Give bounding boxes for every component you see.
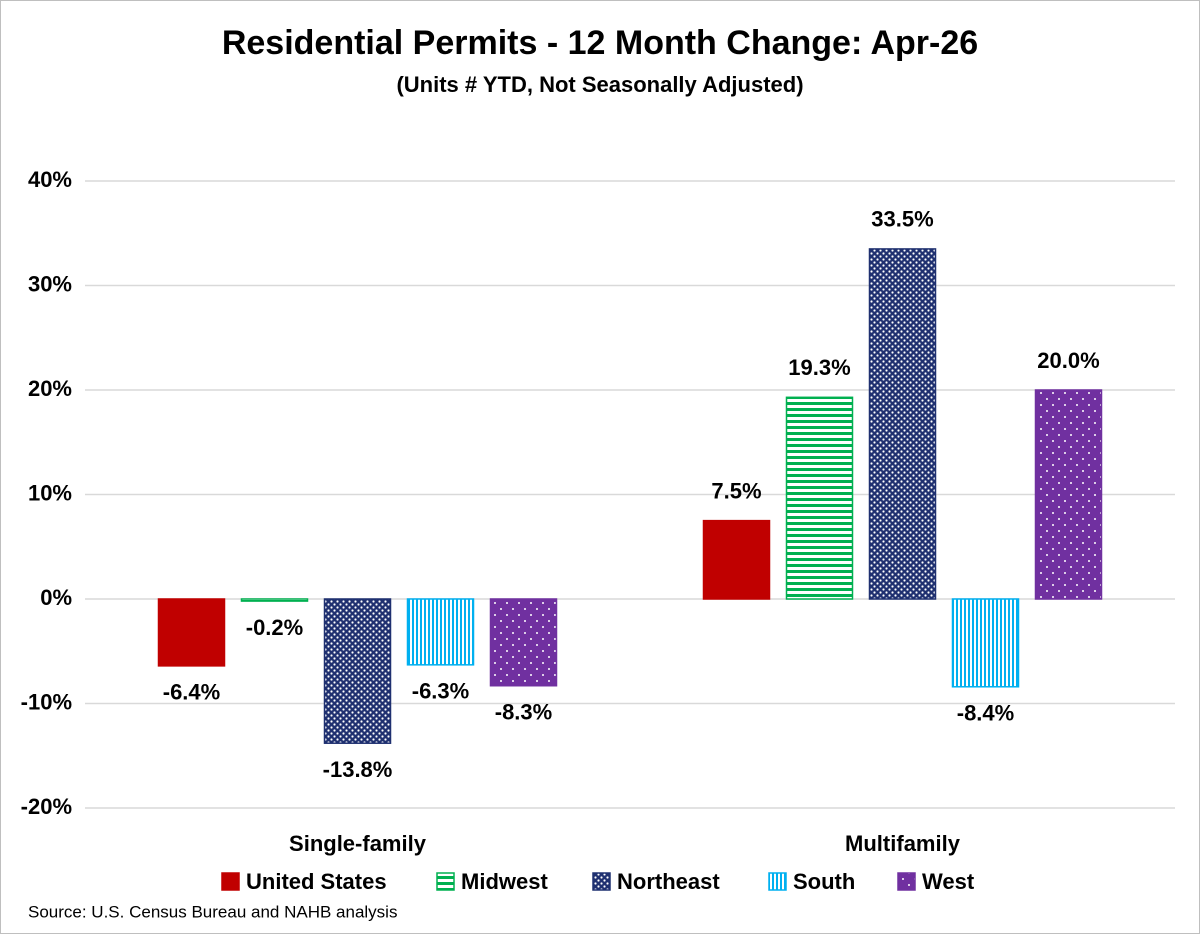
legend-swatch [897,872,916,891]
bar [785,396,854,600]
y-tick-label: -20% [21,794,72,819]
bar [406,598,475,666]
legend-label: United States [246,869,387,894]
bar [489,598,558,687]
legend-swatch [221,872,240,891]
data-label: 7.5% [711,478,761,503]
legend-swatch [436,872,455,891]
y-tick-label: 30% [28,271,72,296]
data-label: -6.4% [163,680,220,705]
legend-label: Midwest [461,869,548,894]
data-label: -8.3% [495,700,552,725]
legend-label: South [793,869,855,894]
y-tick-label: 0% [40,585,72,610]
bar [157,598,226,667]
source-note: Source: U.S. Census Bureau and NAHB anal… [28,902,397,921]
bar [1034,389,1103,600]
legend-label: Northeast [617,869,720,894]
y-tick-label: 10% [28,480,72,505]
bar [323,598,392,744]
data-label: -13.8% [323,757,393,782]
chart-subtitle: (Units # YTD, Not Seasonally Adjusted) [396,72,803,97]
legend-label: West [922,869,975,894]
legend-swatch [592,872,611,891]
x-tick-label: Multifamily [845,831,961,856]
x-tick-label: Single-family [289,831,427,856]
y-tick-label: 20% [28,376,72,401]
legend-swatch [768,872,787,891]
bar [951,598,1020,688]
bar [868,248,937,600]
data-label: -6.3% [412,679,469,704]
bar [240,598,309,602]
y-tick-label: 40% [28,167,72,192]
data-label: -8.4% [957,701,1014,726]
y-tick-label: -10% [21,689,72,714]
data-label: -0.2% [246,615,303,640]
chart-title: Residential Permits - 12 Month Change: A… [222,24,978,62]
data-label: 19.3% [788,355,850,380]
bar [702,519,771,600]
data-label: 20.0% [1037,348,1099,373]
data-label: 33.5% [871,207,933,232]
